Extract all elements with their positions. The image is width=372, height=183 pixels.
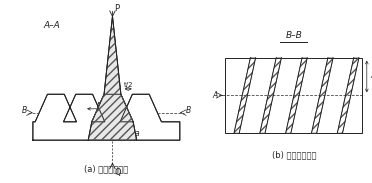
Text: t/2: t/2 xyxy=(124,82,133,88)
Text: (b) 齿条分度平面: (b) 齿条分度平面 xyxy=(272,150,316,159)
Text: B: B xyxy=(22,106,27,115)
Text: a: a xyxy=(134,129,139,138)
Bar xyxy=(225,58,362,133)
Text: A₁: A₁ xyxy=(371,74,372,79)
Text: A: A xyxy=(212,91,217,100)
Polygon shape xyxy=(33,94,180,140)
Text: R: R xyxy=(116,82,121,88)
Text: P: P xyxy=(114,4,119,13)
Text: A–A: A–A xyxy=(44,21,60,30)
Text: B–B: B–B xyxy=(285,31,302,40)
Text: (a) 齿条中间截面: (a) 齿条中间截面 xyxy=(84,164,128,173)
Text: R: R xyxy=(116,125,121,131)
Polygon shape xyxy=(88,16,137,140)
Text: p: p xyxy=(96,100,101,109)
Text: Q: Q xyxy=(114,169,121,178)
Text: B: B xyxy=(186,106,191,115)
